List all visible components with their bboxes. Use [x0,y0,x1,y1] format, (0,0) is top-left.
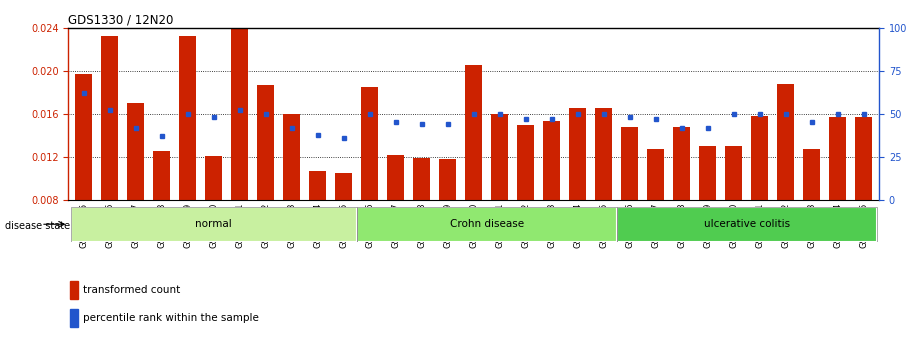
Text: ulcerative colitis: ulcerative colitis [703,219,790,229]
Bar [673,127,690,200]
Bar [258,85,274,200]
Bar [439,159,456,200]
Text: disease state: disease state [5,221,69,231]
Text: GDS1330 / 12N20: GDS1330 / 12N20 [68,13,174,27]
Bar [543,121,560,200]
Bar [101,36,118,200]
Text: Crohn disease: Crohn disease [450,219,524,229]
Text: transformed count: transformed count [83,285,180,295]
Bar [357,207,617,242]
Bar [491,114,508,200]
Bar [71,207,357,242]
Bar [621,127,638,200]
Bar [357,207,617,242]
Bar [76,74,92,200]
Bar [569,108,586,200]
Bar [70,281,78,299]
Bar [310,171,326,200]
Bar [283,114,301,200]
Bar [752,116,768,200]
Bar [70,309,78,327]
Bar [179,36,196,200]
Text: normal: normal [196,219,232,229]
Bar [699,146,716,200]
Bar [777,84,794,200]
Bar [617,207,876,242]
Bar [595,108,612,200]
Bar [617,207,876,242]
Bar [829,117,846,200]
Bar [387,155,404,200]
Bar [725,146,742,200]
Bar [517,125,534,200]
Bar [362,87,378,200]
Bar [128,103,144,200]
Bar [804,149,820,200]
Bar [855,117,872,200]
Bar [205,156,222,200]
Bar [335,173,353,200]
Bar [466,65,482,200]
Text: percentile rank within the sample: percentile rank within the sample [83,313,259,323]
Bar [414,158,430,200]
Bar [153,150,170,200]
Bar [71,207,357,242]
Bar [647,149,664,200]
Bar [231,28,249,200]
